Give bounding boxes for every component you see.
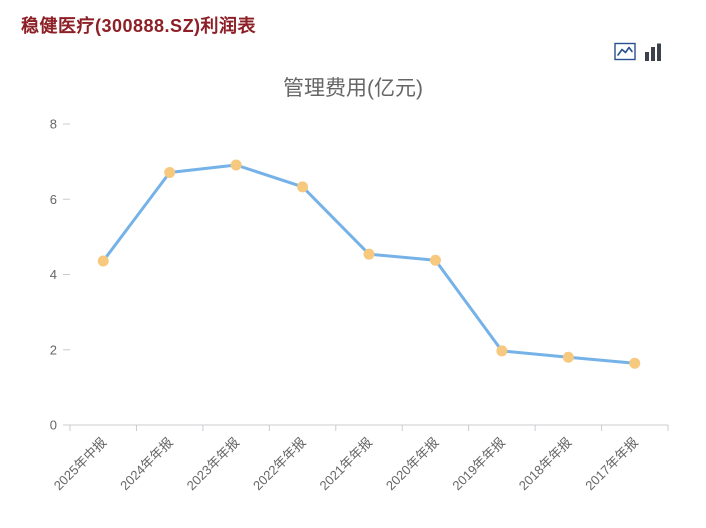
series-line: [101, 163, 637, 365]
x-axis-label: 2018年年报: [516, 435, 575, 494]
x-axis-label: 2019年年报: [449, 435, 508, 494]
data-point[interactable]: [230, 159, 242, 171]
data-point[interactable]: [363, 248, 375, 260]
y-axis-label: 0: [50, 418, 57, 433]
data-point[interactable]: [429, 254, 441, 266]
line-chart-icon[interactable]: [614, 42, 636, 61]
x-axis-label: 2020年年报: [383, 435, 442, 494]
x-axis-label: 2023年年报: [184, 435, 243, 494]
x-axis-label: 2022年年报: [250, 435, 309, 494]
y-axis-label: 8: [50, 117, 57, 132]
bar-chart-icon[interactable]: [644, 43, 662, 61]
x-axis-label: 2025年中报: [51, 435, 110, 494]
data-point[interactable]: [496, 345, 508, 357]
data-point[interactable]: [629, 357, 641, 369]
management-expense-line-chart: 0 2 4 6 8 2025年中报 2024年年报 2023年年报 2022年年报 2021年年报…: [50, 117, 669, 494]
x-axis-label: 2024年年报: [117, 435, 176, 494]
chart-title: 管理费用(亿元): [283, 77, 423, 100]
chart-type-toolbar: [614, 42, 662, 61]
x-axis-label: 2021年年报: [316, 435, 375, 494]
data-point[interactable]: [562, 351, 574, 363]
data-point[interactable]: [164, 167, 176, 179]
x-axis-label: 2017年年报: [582, 435, 641, 494]
y-axis-label: 4: [50, 267, 57, 282]
y-axis-label: 2: [50, 342, 57, 357]
page-title: 稳健医疗(300888.SZ)利润表: [21, 16, 257, 36]
data-point[interactable]: [97, 255, 109, 267]
y-axis-label: 6: [50, 192, 57, 207]
data-point[interactable]: [297, 181, 309, 193]
